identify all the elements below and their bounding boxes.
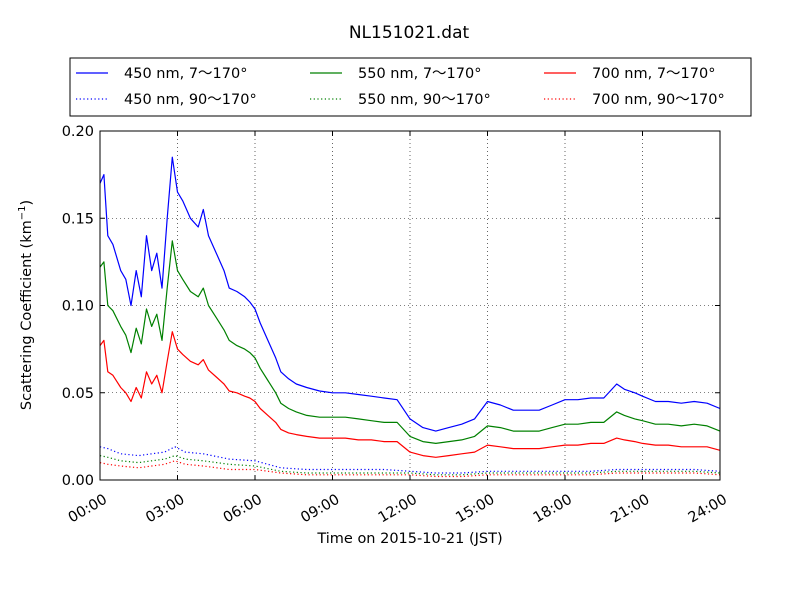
y-axis-title: Scattering Coefficient (km−1) xyxy=(17,200,35,410)
y-axis-title-end: ) xyxy=(19,200,35,206)
legend-label: 450 nm, 90～170° xyxy=(124,92,257,108)
x-tick-label: 09:00 xyxy=(298,492,342,527)
y-tick-label: 0.05 xyxy=(62,386,94,402)
x-tick-label: 12:00 xyxy=(376,492,420,527)
x-tick-label: 06:00 xyxy=(221,492,265,527)
legend-frame xyxy=(69,57,752,117)
legend: 450 nm, 7～170° 550 nm, 7～170° 700 nm, 7～17… xyxy=(69,57,752,117)
legend-label: 550 nm, 7～170° xyxy=(358,66,481,82)
legend-label: 700 nm, 90～170° xyxy=(592,92,725,108)
y-axis-title-main: Scattering Coefficient (km xyxy=(19,220,35,410)
x-tick-label: 21:00 xyxy=(608,492,652,527)
x-tick-label: 15:00 xyxy=(453,492,497,527)
x-axis-title: Time on 2015-10-21 (JST) xyxy=(316,531,502,547)
series-line-0 xyxy=(99,156,721,432)
x-tick-label: 24:00 xyxy=(686,492,730,527)
y-tick-label: 0.15 xyxy=(62,211,94,227)
chart-title: NL151021.dat xyxy=(349,23,470,43)
plot-area xyxy=(99,130,721,481)
x-tick-label: 03:00 xyxy=(143,492,187,527)
series-line-2 xyxy=(99,331,721,458)
y-tick-label: 0.00 xyxy=(62,473,94,489)
legend-label: 700 nm, 7～170° xyxy=(592,66,715,82)
y-tick-label: 0.10 xyxy=(62,299,94,315)
series-lines xyxy=(99,156,721,478)
grid-lines xyxy=(100,131,720,480)
y-tick-labels: 0.00 0.05 0.10 0.15 0.20 xyxy=(62,124,94,489)
x-tick-labels: 00:00 03:00 06:00 09:00 12:00 15:00 18:00 21:00… xyxy=(66,492,730,527)
y-axis-title-exponent: −1 xyxy=(17,206,28,221)
x-tick-label: 18:00 xyxy=(531,492,575,527)
tick-marks xyxy=(99,130,721,481)
series-line-1 xyxy=(99,240,721,444)
x-tick-label: 00:00 xyxy=(66,492,110,527)
legend-label: 550 nm, 90～170° xyxy=(358,92,491,108)
legend-label: 450 nm, 7～170° xyxy=(124,66,247,82)
y-tick-label: 0.20 xyxy=(62,124,94,140)
